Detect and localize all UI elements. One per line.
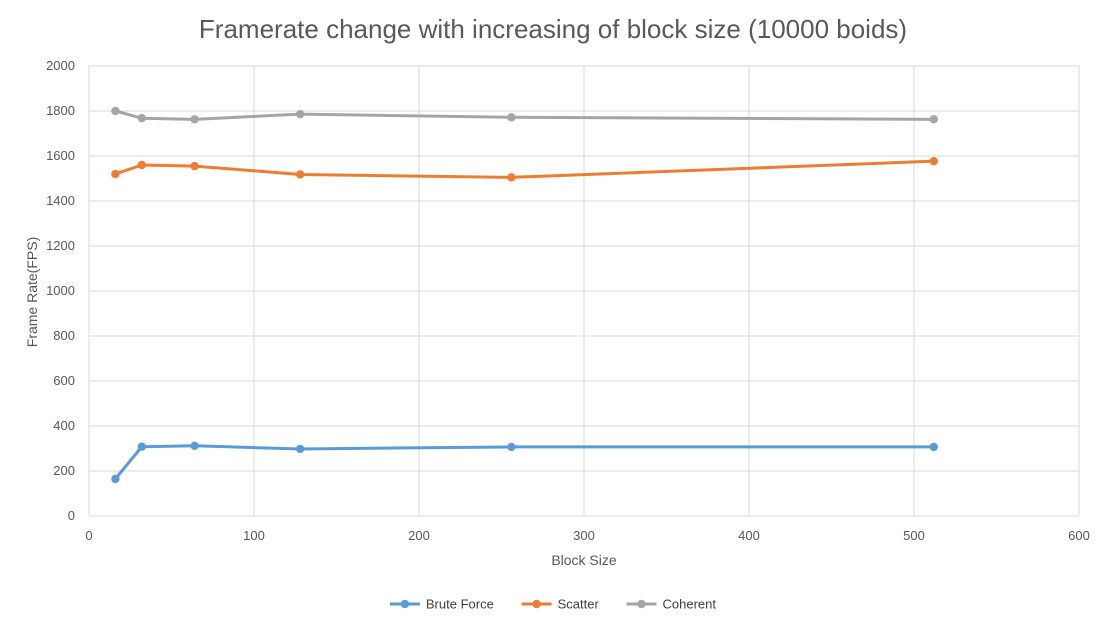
x-axis-ticks: 0 100 200 300 400 500 600 [85,528,1089,543]
legend-label: Brute Force [426,597,494,612]
data-point [507,113,516,122]
series-brute-force [111,441,938,484]
series-scatter [111,156,938,182]
legend-label: Scatter [558,597,600,612]
y-tick-label: 1800 [46,103,75,118]
series-coherent [111,106,938,124]
legend: Brute Force Scatter Coherent [389,597,717,612]
data-point [137,114,146,123]
legend-marker [637,599,646,609]
data-point [190,161,199,171]
data-point [190,115,199,124]
y-tick-label: 0 [68,508,75,523]
y-tick-label: 200 [53,463,75,478]
y-tick-label: 1400 [46,193,75,208]
legend-item: Coherent [626,597,717,612]
series-line [113,109,936,121]
x-tick-label: 400 [738,528,760,543]
data-point [507,442,516,452]
x-tick-label: 200 [408,528,430,543]
data-point [929,115,938,124]
y-axis-title: Frame Rate(FPS) [24,237,40,347]
legend-item: Brute Force [389,597,494,612]
x-tick-label: 500 [903,528,925,543]
legend-item: Scatter [521,597,600,612]
y-tick-label: 1200 [46,238,75,253]
y-tick-label: 600 [53,373,75,388]
data-point [296,109,305,119]
data-point [137,160,146,170]
x-axis-title: Block Size [551,552,617,568]
y-tick-label: 2000 [46,58,75,73]
chart-title: Framerate change with increasing of bloc… [199,14,907,44]
legend-marker [532,599,541,609]
x-tick-label: 0 [85,528,92,543]
series-lines [111,106,938,484]
data-point [111,474,120,484]
data-point [190,441,199,450]
legend-label: Coherent [663,597,717,612]
legend-marker [400,599,410,609]
data-point [296,444,305,454]
data-point [507,173,516,182]
y-tick-label: 800 [53,328,75,343]
data-point [111,106,120,116]
data-point [296,170,305,179]
y-tick-label: 1000 [46,283,75,298]
x-tick-label: 600 [1068,528,1090,543]
data-point [111,169,120,179]
y-axis-ticks: 0 200 400 600 800 1000 1200 1400 1600 1800 2000 [46,58,75,523]
series-line [113,159,936,179]
data-point [929,442,938,452]
y-tick-label: 1600 [46,148,75,163]
y-tick-label: 400 [53,418,75,433]
gridlines [88,65,1080,517]
x-tick-label: 300 [573,528,595,543]
data-point [929,156,938,166]
series-line [113,444,936,481]
x-tick-label: 100 [243,528,265,543]
data-point [137,442,146,451]
